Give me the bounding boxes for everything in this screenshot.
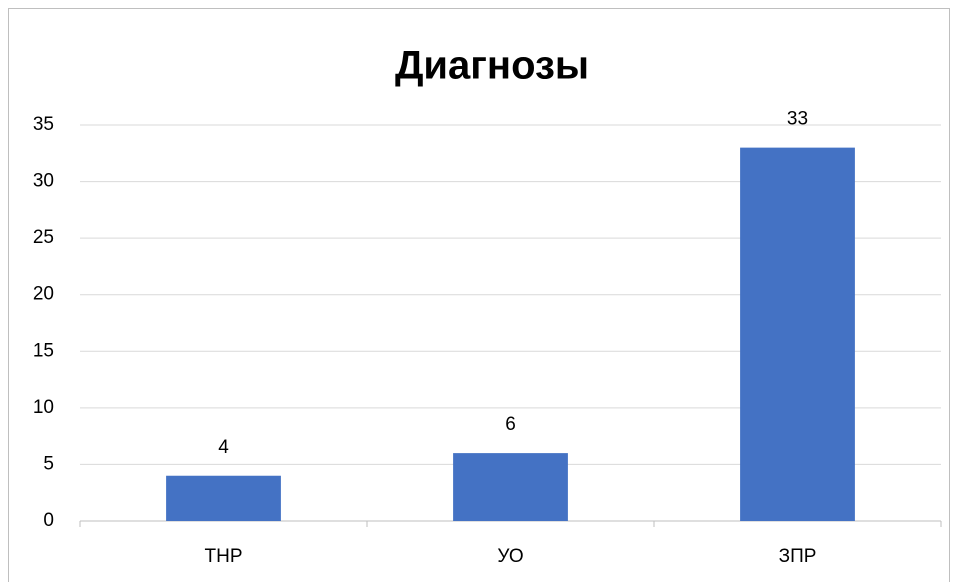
x-tick-label: ТНР [205,546,243,567]
data-label: 4 [218,437,229,458]
y-tick-label: 10 [33,397,54,418]
y-tick-label: 35 [33,114,54,135]
chart-title: Диагнозы [395,44,589,88]
y-tick-label: 0 [43,510,54,531]
bar [453,453,568,521]
bar [740,147,855,521]
y-tick-label: 25 [33,227,54,248]
bar [166,475,281,521]
y-tick-label: 20 [33,284,54,305]
data-label: 33 [787,109,808,130]
x-tick-label: УО [497,546,523,567]
y-tick-label: 15 [33,340,54,361]
x-tick-label: ЗПР [779,546,817,567]
y-tick-label: 5 [43,453,54,474]
y-tick-label: 30 [33,171,54,192]
data-label: 6 [505,414,516,435]
